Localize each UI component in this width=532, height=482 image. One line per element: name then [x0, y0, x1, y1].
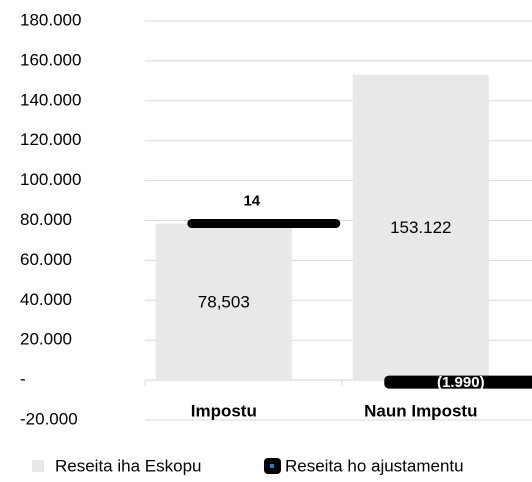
y-tick-label: 120.000	[20, 130, 81, 149]
adjustment-bar	[384, 375, 532, 389]
data-label: 153.122	[390, 218, 451, 237]
legend-swatch-dot	[270, 464, 274, 468]
y-tick-label: 160.000	[20, 50, 81, 69]
data-label: 14	[243, 192, 260, 209]
y-tick-label: 180.000	[20, 10, 81, 29]
legend-swatch	[32, 460, 44, 472]
bar	[352, 74, 489, 381]
y-tick-label: -	[20, 370, 26, 389]
y-tick-label: 20.000	[20, 330, 72, 349]
data-label: (1.990)	[437, 374, 485, 391]
bar	[155, 223, 292, 381]
y-tick-label: -20.000	[20, 409, 78, 428]
x-tick-label: Naun Impostu	[364, 401, 477, 420]
y-tick-label: 140.000	[20, 90, 81, 109]
y-tick-label: 100.000	[20, 170, 81, 189]
y-tick-label: 80.000	[20, 210, 72, 229]
y-tick-label: 40.000	[20, 290, 72, 309]
y-tick-label: 60.000	[20, 250, 72, 269]
legend-label: Reseita iha Eskopu	[55, 456, 201, 475]
x-tick-label: Impostu	[191, 401, 257, 420]
legend-label: Reseita ho ajustamentu	[285, 456, 464, 475]
data-label: 78,503	[198, 292, 250, 311]
